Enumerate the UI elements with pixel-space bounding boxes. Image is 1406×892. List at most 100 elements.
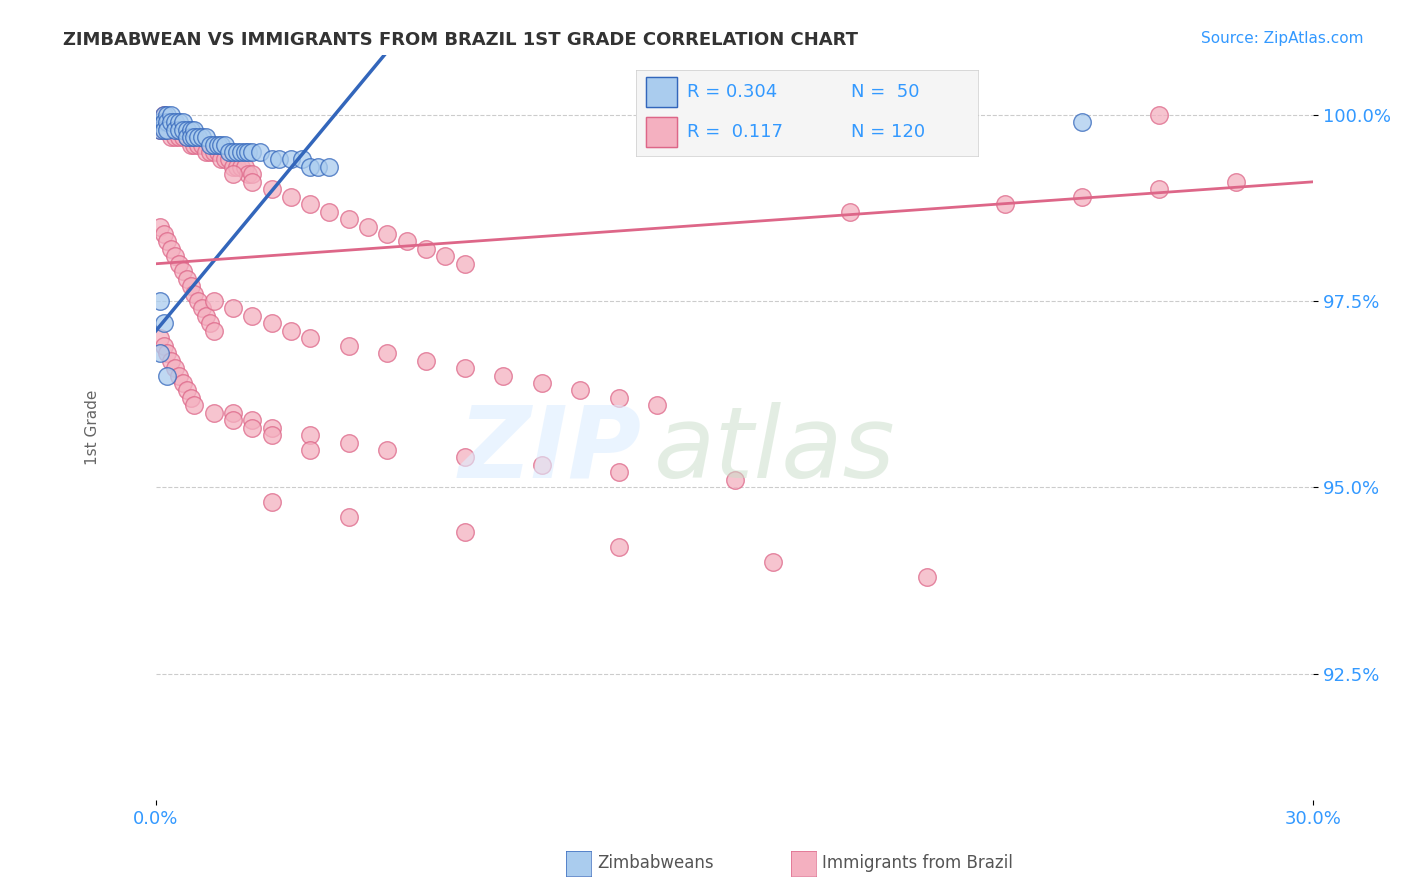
Point bbox=[214, 153, 236, 167]
Point bbox=[240, 175, 263, 189]
Point bbox=[167, 122, 190, 136]
Point bbox=[453, 257, 475, 271]
Point bbox=[240, 413, 263, 427]
Point bbox=[149, 115, 172, 129]
Point bbox=[299, 443, 322, 458]
Point bbox=[222, 167, 245, 181]
Point bbox=[299, 428, 322, 442]
Point bbox=[229, 160, 252, 174]
Point bbox=[269, 153, 291, 167]
Point bbox=[149, 115, 172, 129]
Point bbox=[492, 368, 515, 383]
Point bbox=[160, 122, 183, 136]
Point bbox=[202, 406, 225, 420]
Point bbox=[260, 153, 283, 167]
Point bbox=[415, 353, 437, 368]
Point bbox=[260, 317, 283, 331]
Point bbox=[152, 122, 174, 136]
Point bbox=[415, 242, 437, 256]
Point bbox=[172, 115, 194, 129]
Point bbox=[183, 286, 205, 301]
Point bbox=[160, 115, 183, 129]
Point bbox=[165, 122, 187, 136]
Point bbox=[176, 130, 198, 145]
Point bbox=[607, 540, 630, 554]
Point bbox=[152, 115, 174, 129]
Point bbox=[149, 122, 172, 136]
Point bbox=[291, 153, 314, 167]
Point bbox=[198, 317, 221, 331]
Point bbox=[156, 346, 179, 360]
Point bbox=[249, 145, 271, 159]
Point bbox=[165, 130, 187, 145]
Point bbox=[198, 137, 221, 152]
Point bbox=[152, 115, 174, 129]
Point bbox=[318, 160, 340, 174]
Point bbox=[149, 293, 172, 308]
Point bbox=[180, 122, 202, 136]
Point bbox=[172, 376, 194, 390]
Point bbox=[453, 361, 475, 376]
Point bbox=[260, 428, 283, 442]
Point bbox=[167, 122, 190, 136]
Point bbox=[202, 137, 225, 152]
Point bbox=[172, 130, 194, 145]
Point bbox=[260, 182, 283, 196]
Point bbox=[202, 324, 225, 338]
Point bbox=[167, 257, 190, 271]
Point bbox=[240, 167, 263, 181]
Point bbox=[723, 473, 745, 487]
Point bbox=[762, 555, 785, 569]
Point bbox=[149, 346, 172, 360]
Point bbox=[222, 406, 245, 420]
Point bbox=[337, 212, 360, 227]
Point bbox=[165, 115, 187, 129]
Point bbox=[176, 271, 198, 285]
Point bbox=[176, 122, 198, 136]
Point bbox=[569, 384, 592, 398]
Point bbox=[280, 190, 302, 204]
Point bbox=[172, 122, 194, 136]
Point bbox=[156, 115, 179, 129]
Point bbox=[337, 510, 360, 524]
Point bbox=[191, 301, 214, 316]
Point bbox=[152, 339, 174, 353]
Point bbox=[280, 324, 302, 338]
Point bbox=[165, 249, 187, 263]
Point bbox=[195, 145, 218, 159]
Point bbox=[225, 160, 247, 174]
Point bbox=[156, 368, 179, 383]
Point bbox=[156, 235, 179, 249]
Point bbox=[165, 115, 187, 129]
Point bbox=[222, 413, 245, 427]
Point bbox=[198, 145, 221, 159]
Point bbox=[238, 145, 260, 159]
Point bbox=[434, 249, 457, 263]
Point bbox=[222, 145, 245, 159]
Point bbox=[187, 130, 209, 145]
Point bbox=[260, 420, 283, 434]
Y-axis label: 1st Grade: 1st Grade bbox=[86, 390, 100, 466]
Point bbox=[160, 115, 183, 129]
Text: ZIMBABWEAN VS IMMIGRANTS FROM BRAZIL 1ST GRADE CORRELATION CHART: ZIMBABWEAN VS IMMIGRANTS FROM BRAZIL 1ST… bbox=[63, 31, 858, 49]
Point bbox=[156, 108, 179, 122]
Point bbox=[167, 130, 190, 145]
Point bbox=[180, 130, 202, 145]
Text: Immigrants from Brazil: Immigrants from Brazil bbox=[821, 855, 1012, 872]
Point bbox=[240, 420, 263, 434]
Point bbox=[152, 227, 174, 241]
Point bbox=[1225, 175, 1247, 189]
Point bbox=[191, 137, 214, 152]
Point bbox=[165, 361, 187, 376]
Point bbox=[1147, 182, 1170, 196]
Point bbox=[647, 398, 669, 412]
Point bbox=[191, 130, 214, 145]
Point bbox=[149, 115, 172, 129]
Point bbox=[183, 137, 205, 152]
Point bbox=[233, 160, 256, 174]
Point bbox=[180, 279, 202, 293]
Point bbox=[187, 293, 209, 308]
Point bbox=[337, 435, 360, 450]
Point bbox=[280, 153, 302, 167]
Point bbox=[195, 309, 218, 323]
